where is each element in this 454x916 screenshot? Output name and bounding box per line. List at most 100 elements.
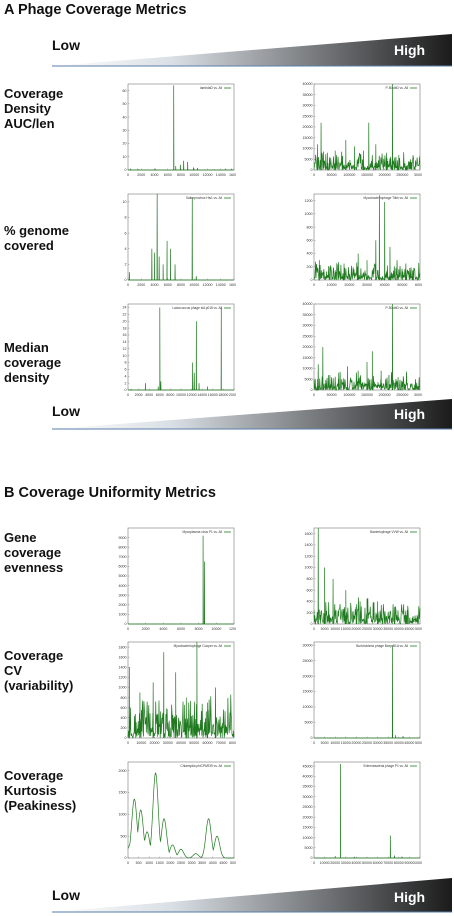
y-tick-label: 5000 (305, 846, 313, 850)
y-tick-label: 200 (307, 611, 313, 615)
x-tick-label: 250000 (396, 393, 408, 397)
x-tick-label: 5000 (230, 861, 236, 865)
y-tick-label: 5000 (305, 157, 313, 161)
x-tick-label: 20000 (351, 627, 361, 631)
chart-legend-label: Chlamydia phiCPAR39 vs. All (180, 764, 222, 768)
y-tick-label: 30000 (303, 795, 313, 799)
scale-high-label-bottom-a: High (394, 406, 426, 422)
y-tick-label: 6 (125, 368, 127, 372)
y-tick-label: 25000 (303, 659, 313, 663)
coverage-series-line (314, 645, 420, 739)
x-tick-label: 0 (313, 861, 315, 865)
row-label-coverage-density: Coverage Density AUC/len (4, 86, 64, 131)
x-tick-label: 60000 (415, 283, 422, 287)
x-tick-label: 50000 (327, 393, 337, 397)
x-tick-label: 6000 (177, 627, 185, 631)
chart-legend-label: P-50stbD vs. All (386, 86, 409, 90)
x-tick-label: 45000 (404, 741, 414, 745)
y-tick-label: 25000 (303, 334, 313, 338)
y-tick-label: 35000 (303, 313, 313, 317)
x-tick-label: 0 (127, 627, 129, 631)
x-tick-label: 8000 (195, 627, 203, 631)
y-tick-label: 0 (125, 856, 127, 860)
x-tick-label: 30000 (341, 861, 351, 865)
x-tick-label: 0 (127, 393, 129, 397)
y-tick-label: 2 (125, 381, 127, 385)
x-tick-label: 10000 (330, 741, 340, 745)
section-a-title: A Phage Coverage Metrics (4, 2, 187, 18)
x-tick-label: 100000 (414, 861, 422, 865)
scale-high-label-bottom-b: High (394, 889, 426, 905)
y-tick-label: 10000 (303, 705, 313, 709)
x-tick-label: 10000 (189, 173, 199, 177)
x-tick-label: 10000 (211, 627, 221, 631)
y-tick-label: 20000 (303, 125, 313, 129)
y-tick-label: 30000 (303, 324, 313, 328)
y-tick-label: 1200 (305, 554, 313, 558)
y-tick-label: 60 (123, 89, 127, 93)
x-tick-label: 35000 (383, 627, 393, 631)
x-tick-label: 20000 (351, 741, 361, 745)
y-tick-label: 0 (311, 168, 313, 172)
y-tick-label: 800 (307, 225, 313, 229)
x-tick-label: 0 (127, 861, 129, 865)
x-tick-label: 0 (127, 173, 129, 177)
x-tick-label: 20000 (150, 741, 160, 745)
y-tick-label: 15000 (303, 136, 313, 140)
y-tick-label: 25000 (303, 805, 313, 809)
x-tick-label: 40000 (394, 627, 404, 631)
coverage-series-line (128, 85, 234, 171)
y-tick-label: 600 (307, 588, 313, 592)
x-tick-label: 80000 (394, 861, 404, 865)
x-tick-label: 30000 (163, 741, 173, 745)
x-tick-label: 15000 (341, 627, 351, 631)
y-tick-label: 1200 (119, 676, 127, 680)
row-label-coverage-kurtosis: Coverage Kurtosis (Peakiness) (4, 768, 77, 813)
y-tick-label: 800 (121, 696, 127, 700)
y-tick-label: 5000 (305, 721, 313, 725)
x-tick-label: 14000 (216, 173, 226, 177)
chart-legend-label: Mycobacteriophage Cooper vs. All (174, 644, 223, 648)
y-tick-label: 0 (125, 388, 127, 392)
x-tick-label: 40000 (351, 861, 361, 865)
plot-frame (127, 527, 235, 625)
chart-legend-label: Lactococcus phage sk1p018 vs. All (172, 306, 222, 310)
y-tick-label: 0 (311, 856, 313, 860)
y-tick-label: 4000 (119, 584, 127, 588)
y-tick-label: 50 (123, 102, 127, 106)
y-tick-label: 10000 (303, 367, 313, 371)
x-tick-label: 0 (127, 741, 129, 745)
y-tick-label: 10000 (303, 147, 313, 151)
x-tick-label: 50000 (397, 283, 407, 287)
x-tick-label: 45000 (404, 627, 414, 631)
x-tick-label: 20000 (344, 283, 354, 287)
x-tick-label: 10000 (176, 393, 186, 397)
x-tick-label: 6000 (156, 393, 164, 397)
y-tick-label: 2000 (119, 603, 127, 607)
coverage-series-line (127, 641, 235, 739)
y-tick-label: 5000 (119, 574, 127, 578)
x-tick-label: 12000 (203, 283, 213, 287)
chart-legend-label: Mycoplasma virus P1 vs. All (182, 530, 222, 534)
x-tick-label: 0 (313, 393, 315, 397)
x-tick-label: 2000 (166, 861, 174, 865)
x-tick-label: 4000 (151, 283, 159, 287)
x-tick-label: 2000 (135, 393, 143, 397)
x-tick-label: 35000 (383, 741, 393, 745)
x-tick-label: 4000 (159, 627, 167, 631)
x-tick-label: 10000 (189, 283, 199, 287)
y-tick-label: 30000 (303, 104, 313, 108)
coverage-series-line (127, 772, 234, 859)
x-tick-label: 250000 (396, 173, 408, 177)
y-tick-label: 0 (311, 278, 313, 282)
y-tick-label: 30000 (303, 643, 313, 647)
y-tick-label: 40000 (303, 82, 313, 86)
x-tick-label: 1500 (156, 861, 164, 865)
plot-frame (127, 83, 235, 171)
x-tick-label: 0 (313, 741, 315, 745)
scale-low-label: Low (52, 37, 80, 53)
y-tick-label: 0 (311, 622, 313, 626)
chart-b1-left: Mycoplasma virus P1 vs. All 0 2000 4000 6000… (119, 527, 236, 631)
